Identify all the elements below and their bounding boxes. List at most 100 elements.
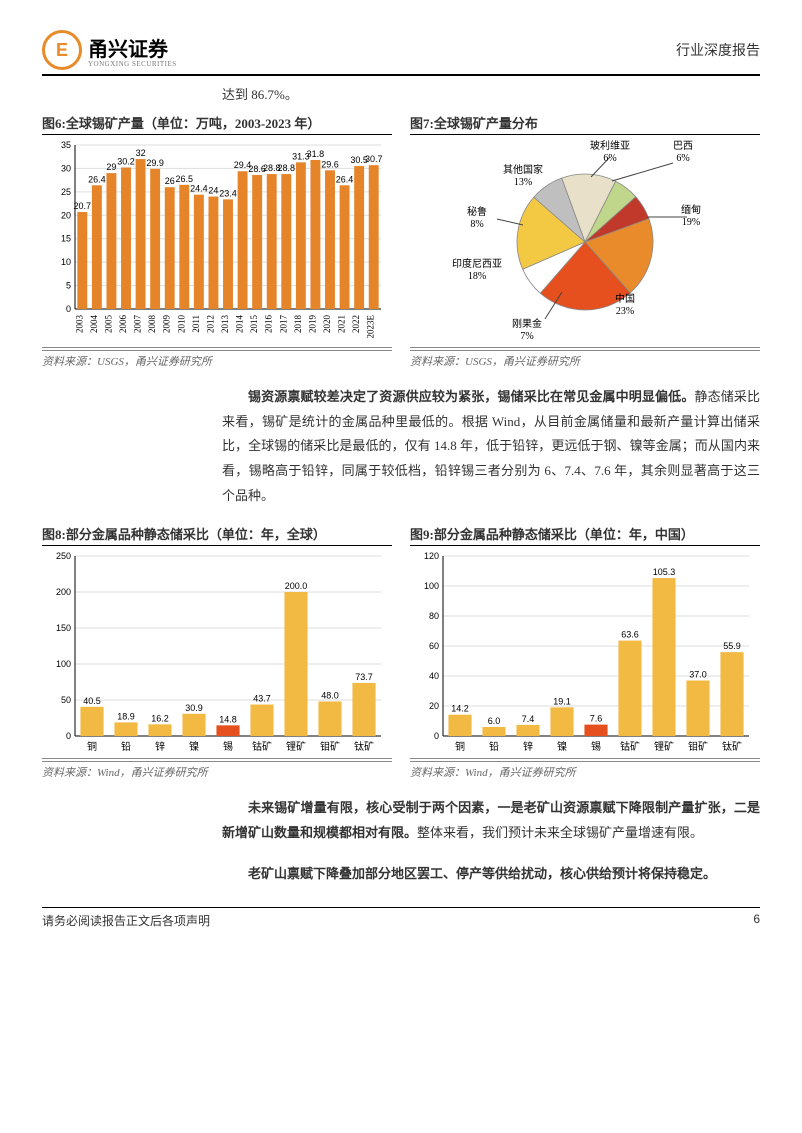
svg-text:钼矿: 钼矿: [320, 740, 340, 753]
svg-text:40.5: 40.5: [83, 696, 101, 706]
paragraph-2: 未来锡矿增量有限，核心受制于两个因素，一是老矿山资源禀赋下降限制产量扩张，二是新…: [222, 796, 760, 845]
svg-text:48.0: 48.0: [321, 691, 339, 701]
svg-text:锡: 锡: [591, 740, 601, 753]
svg-text:镍: 镍: [189, 740, 199, 753]
svg-text:13%: 13%: [514, 177, 532, 188]
svg-text:14.8: 14.8: [219, 715, 237, 725]
svg-text:30: 30: [61, 163, 71, 173]
svg-text:铅: 铅: [121, 740, 131, 753]
svg-text:105.3: 105.3: [653, 567, 676, 577]
svg-text:250: 250: [56, 551, 71, 561]
svg-text:40: 40: [429, 671, 439, 681]
svg-text:25: 25: [61, 187, 71, 197]
fig9-source: 资料来源：Wind，甬兴证券研究所: [410, 761, 760, 780]
svg-text:37.0: 37.0: [689, 670, 707, 680]
svg-text:80: 80: [429, 611, 439, 621]
svg-text:钴矿: 钴矿: [620, 740, 640, 753]
svg-text:2016: 2016: [264, 315, 274, 334]
svg-text:2018: 2018: [293, 315, 303, 334]
svg-text:200: 200: [56, 587, 71, 597]
footer-left: 请务必阅读报告正文后各项声明: [42, 912, 210, 929]
svg-text:7%: 7%: [520, 331, 533, 342]
fig8-chart: 05010015020025040.5铜18.9铅16.2锌30.9镍14.8锡…: [42, 548, 392, 759]
fig8-source: 资料来源：Wind，甬兴证券研究所: [42, 761, 392, 780]
fig7-title: 图7:全球锡矿产量分布: [410, 113, 760, 135]
svg-text:玻利维亚: 玻利维亚: [590, 139, 630, 152]
fig7-chart: 玻利维亚6%巴西6%缅甸19%中国23%刚果金7%印度尼西亚18%秘鲁8%其他国…: [410, 137, 760, 348]
svg-text:28.8: 28.8: [278, 163, 296, 173]
svg-text:2012: 2012: [205, 315, 215, 333]
svg-text:35: 35: [61, 140, 71, 150]
svg-text:钴矿: 钴矿: [252, 740, 272, 753]
svg-text:73.7: 73.7: [355, 672, 373, 682]
paragraph-3: 老矿山禀赋下降叠加部分地区罢工、停产等供给扰动，核心供给预计将保持稳定。: [222, 862, 760, 887]
para3-bold: 老矿山禀赋下降叠加部分地区罢工、停产等供给扰动，核心供给预计将保持稳定。: [248, 866, 716, 881]
svg-text:锂矿: 锂矿: [286, 740, 306, 753]
svg-text:23.4: 23.4: [219, 188, 237, 198]
paragraph-1: 锡资源禀赋较差决定了资源供应较为紧张，锡储采比在常见金属中明显偏低。静态储采比来…: [222, 385, 760, 508]
svg-text:29.9: 29.9: [146, 158, 164, 168]
logo-subtext: YONGXING SECURITIES: [88, 60, 177, 68]
logo-mark: E: [42, 30, 82, 70]
svg-text:150: 150: [56, 623, 71, 633]
svg-text:锡: 锡: [223, 740, 233, 753]
svg-text:2010: 2010: [176, 315, 186, 334]
svg-text:26.4: 26.4: [88, 174, 106, 184]
svg-text:2015: 2015: [249, 315, 259, 334]
svg-text:26.5: 26.5: [176, 174, 194, 184]
para2-rest: 整体来看，我们预计未来全球锡矿产量增速有限。: [417, 825, 703, 840]
svg-text:120: 120: [424, 551, 439, 561]
svg-text:30.7: 30.7: [365, 154, 383, 164]
svg-text:钼矿: 钼矿: [688, 740, 708, 753]
svg-text:30.2: 30.2: [117, 156, 135, 166]
svg-text:20.7: 20.7: [74, 201, 92, 211]
svg-text:2023E: 2023E: [366, 315, 376, 339]
svg-text:2008: 2008: [147, 315, 157, 334]
svg-text:26: 26: [165, 176, 175, 186]
svg-text:14.2: 14.2: [451, 704, 469, 714]
svg-text:中国: 中国: [615, 292, 635, 305]
svg-text:24.4: 24.4: [190, 184, 208, 194]
svg-text:镍: 镍: [557, 740, 567, 753]
svg-text:32: 32: [136, 148, 146, 158]
svg-text:24: 24: [208, 186, 218, 196]
svg-text:10: 10: [61, 257, 71, 267]
svg-text:2019: 2019: [307, 315, 317, 334]
svg-text:6%: 6%: [676, 153, 689, 164]
svg-text:60: 60: [429, 641, 439, 651]
svg-text:8%: 8%: [470, 219, 483, 230]
svg-text:7.6: 7.6: [590, 714, 603, 724]
svg-text:29.6: 29.6: [321, 159, 339, 169]
fig9-title: 图9:部分金属品种静态储采比（单位：年，中国）: [410, 524, 760, 546]
svg-text:印度尼西亚: 印度尼西亚: [452, 257, 502, 270]
svg-text:锂矿: 锂矿: [654, 740, 674, 753]
fig6-source: 资料来源：USGS，甬兴证券研究所: [42, 350, 392, 369]
svg-text:2007: 2007: [133, 315, 143, 334]
svg-text:100: 100: [56, 659, 71, 669]
logo-text: 甬兴证券: [88, 33, 177, 62]
svg-text:巴西: 巴西: [673, 140, 693, 152]
svg-text:2014: 2014: [235, 315, 245, 334]
svg-text:20: 20: [61, 210, 71, 220]
svg-text:200.0: 200.0: [285, 581, 308, 591]
svg-text:18.9: 18.9: [117, 712, 135, 722]
svg-text:钛矿: 钛矿: [722, 740, 742, 753]
svg-text:19.1: 19.1: [553, 697, 571, 707]
svg-text:0: 0: [66, 304, 71, 314]
logo: E 甬兴证券 YONGXING SECURITIES: [42, 30, 177, 70]
svg-text:0: 0: [434, 731, 439, 741]
svg-text:6%: 6%: [603, 153, 616, 164]
svg-text:2022: 2022: [351, 315, 361, 333]
svg-text:铜: 铜: [87, 741, 97, 753]
intro-line: 达到 86.7%。: [222, 84, 760, 103]
svg-text:50: 50: [61, 695, 71, 705]
svg-text:铜: 铜: [455, 741, 465, 753]
svg-text:30.9: 30.9: [185, 703, 203, 713]
svg-text:锌: 锌: [523, 740, 533, 753]
svg-text:2006: 2006: [118, 315, 128, 334]
svg-text:16.2: 16.2: [151, 714, 169, 724]
fig9-chart: 02040608010012014.2铜6.0铅7.4锌19.1镍7.6锡63.…: [410, 548, 760, 759]
svg-text:6.0: 6.0: [488, 716, 501, 726]
svg-text:63.6: 63.6: [621, 630, 639, 640]
svg-text:2004: 2004: [89, 315, 99, 334]
